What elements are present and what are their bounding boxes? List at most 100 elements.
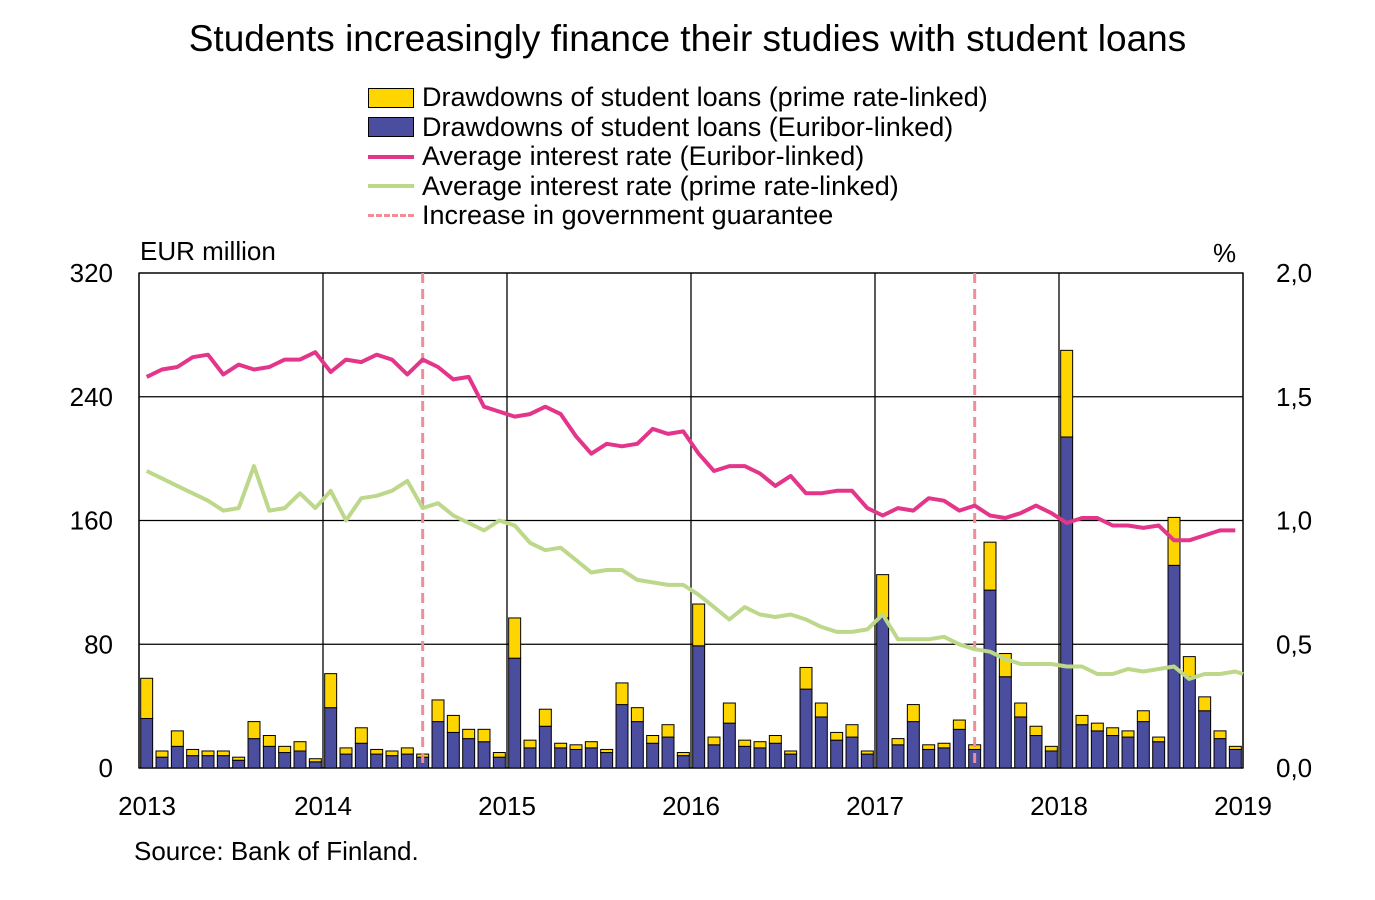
bar-euribor: [692, 645, 706, 769]
bar-prime: [998, 653, 1012, 678]
bar-prime: [538, 708, 552, 727]
line-prime-rate: [145, 464, 1244, 681]
bar-euribor: [354, 742, 368, 769]
legend-swatch-prime-rate: [368, 176, 414, 196]
bar-prime: [845, 724, 859, 738]
legend-label-euribor-drawdowns: Drawdowns of student loans (Euribor-link…: [422, 111, 954, 142]
bar-euribor: [155, 756, 169, 769]
bar-prime: [339, 747, 353, 755]
bar-prime: [646, 735, 660, 744]
right-tick-label: 0,5: [1276, 629, 1312, 659]
bar-euribor: [1075, 724, 1089, 769]
bar-euribor: [523, 747, 537, 769]
bar-euribor: [262, 745, 276, 769]
bar-prime: [615, 682, 629, 706]
bar-euribor: [584, 747, 598, 769]
legend-item-euribor-rate: Average interest rate (Euribor-linked): [368, 141, 988, 172]
x-tick-label: 2019: [1214, 791, 1272, 821]
bar-euribor: [983, 589, 997, 769]
bar-euribor: [324, 707, 338, 769]
bar-euribor: [1106, 735, 1120, 769]
bar-euribor: [860, 753, 874, 769]
bar-euribor: [247, 738, 261, 769]
bar-euribor: [615, 704, 629, 769]
bar-euribor: [753, 747, 767, 769]
legend-label-guarantee: Increase in government guarantee: [422, 200, 834, 231]
bar-prime: [1152, 736, 1166, 743]
bar-euribor: [477, 741, 491, 769]
bar-prime: [768, 735, 782, 744]
bar-euribor: [1198, 710, 1212, 769]
bar-euribor: [646, 742, 660, 769]
bar-euribor: [722, 722, 736, 769]
bar-euribor: [216, 755, 230, 769]
bar-prime: [860, 750, 874, 755]
right-tick-label: 0,0: [1276, 753, 1312, 783]
bar-euribor: [400, 753, 414, 769]
bar-euribor: [278, 752, 292, 769]
bar-euribor: [768, 742, 782, 769]
bar-euribor: [891, 744, 905, 769]
legend: Drawdowns of student loans (prime rate-l…: [368, 82, 988, 231]
bar-prime: [722, 702, 736, 724]
bar-prime: [922, 744, 936, 750]
bar-euribor: [1014, 716, 1028, 769]
bar-prime: [247, 721, 261, 740]
bar-prime: [630, 707, 644, 723]
bar-euribor: [906, 721, 920, 769]
bar-prime: [170, 730, 184, 747]
legend-label-euribor-rate: Average interest rate (Euribor-linked): [422, 141, 865, 172]
left-axis-unit: EUR million: [140, 236, 276, 266]
bar-prime: [370, 748, 384, 755]
bar-euribor: [1182, 676, 1196, 769]
left-tick-label: 320: [70, 258, 113, 288]
bar-euribor: [1152, 741, 1166, 769]
bar-prime: [354, 727, 368, 744]
bar-prime: [293, 741, 307, 752]
x-tick-label: 2014: [294, 791, 352, 821]
bar-euribor: [600, 752, 614, 769]
bar-euribor: [538, 725, 552, 769]
bar-prime: [446, 714, 460, 733]
bar-euribor: [1213, 738, 1227, 769]
bar-euribor: [676, 755, 690, 769]
bar-euribor: [569, 748, 583, 769]
bar-prime: [155, 750, 169, 758]
bar-prime: [186, 748, 200, 757]
bar-euribor: [922, 748, 936, 769]
left-tick-label: 80: [84, 629, 113, 659]
left-tick-label: 160: [70, 506, 113, 536]
line-euribor-rate: [145, 350, 1236, 543]
legend-item-prime-rate: Average interest rate (prime rate-linked…: [368, 171, 988, 202]
bar-prime: [799, 666, 813, 690]
bar-euribor: [1136, 721, 1150, 769]
bar-euribor: [799, 688, 813, 769]
bar-prime: [1044, 745, 1058, 752]
bar-prime: [523, 739, 537, 749]
bar-prime: [400, 747, 414, 755]
bar-prime: [492, 752, 506, 758]
legend-item-prime-drawdowns: Drawdowns of student loans (prime rate-l…: [368, 82, 988, 113]
bar-prime: [784, 750, 798, 755]
bar-prime: [1106, 727, 1120, 737]
bar-prime: [216, 750, 230, 757]
bar-prime: [1136, 710, 1150, 723]
right-tick-label: 1,5: [1276, 382, 1312, 412]
bar-prime: [462, 728, 476, 740]
bar-prime: [876, 574, 890, 619]
bar-prime: [324, 673, 338, 709]
bar-prime: [1060, 349, 1074, 438]
bar-euribor: [814, 716, 828, 769]
bar-euribor: [1090, 730, 1104, 769]
bar-euribor: [952, 728, 966, 769]
bar-euribor: [845, 736, 859, 769]
legend-swatch-prime-drawdowns: [368, 87, 414, 108]
bar-euribor: [385, 755, 399, 769]
bar-prime: [676, 752, 690, 757]
bar-prime: [1014, 702, 1028, 718]
bar-prime: [431, 699, 445, 723]
bar-euribor: [370, 753, 384, 769]
bar-euribor: [554, 747, 568, 769]
right-tick-label: 1,0: [1276, 506, 1312, 536]
right-tick-label: 2,0: [1276, 258, 1312, 288]
